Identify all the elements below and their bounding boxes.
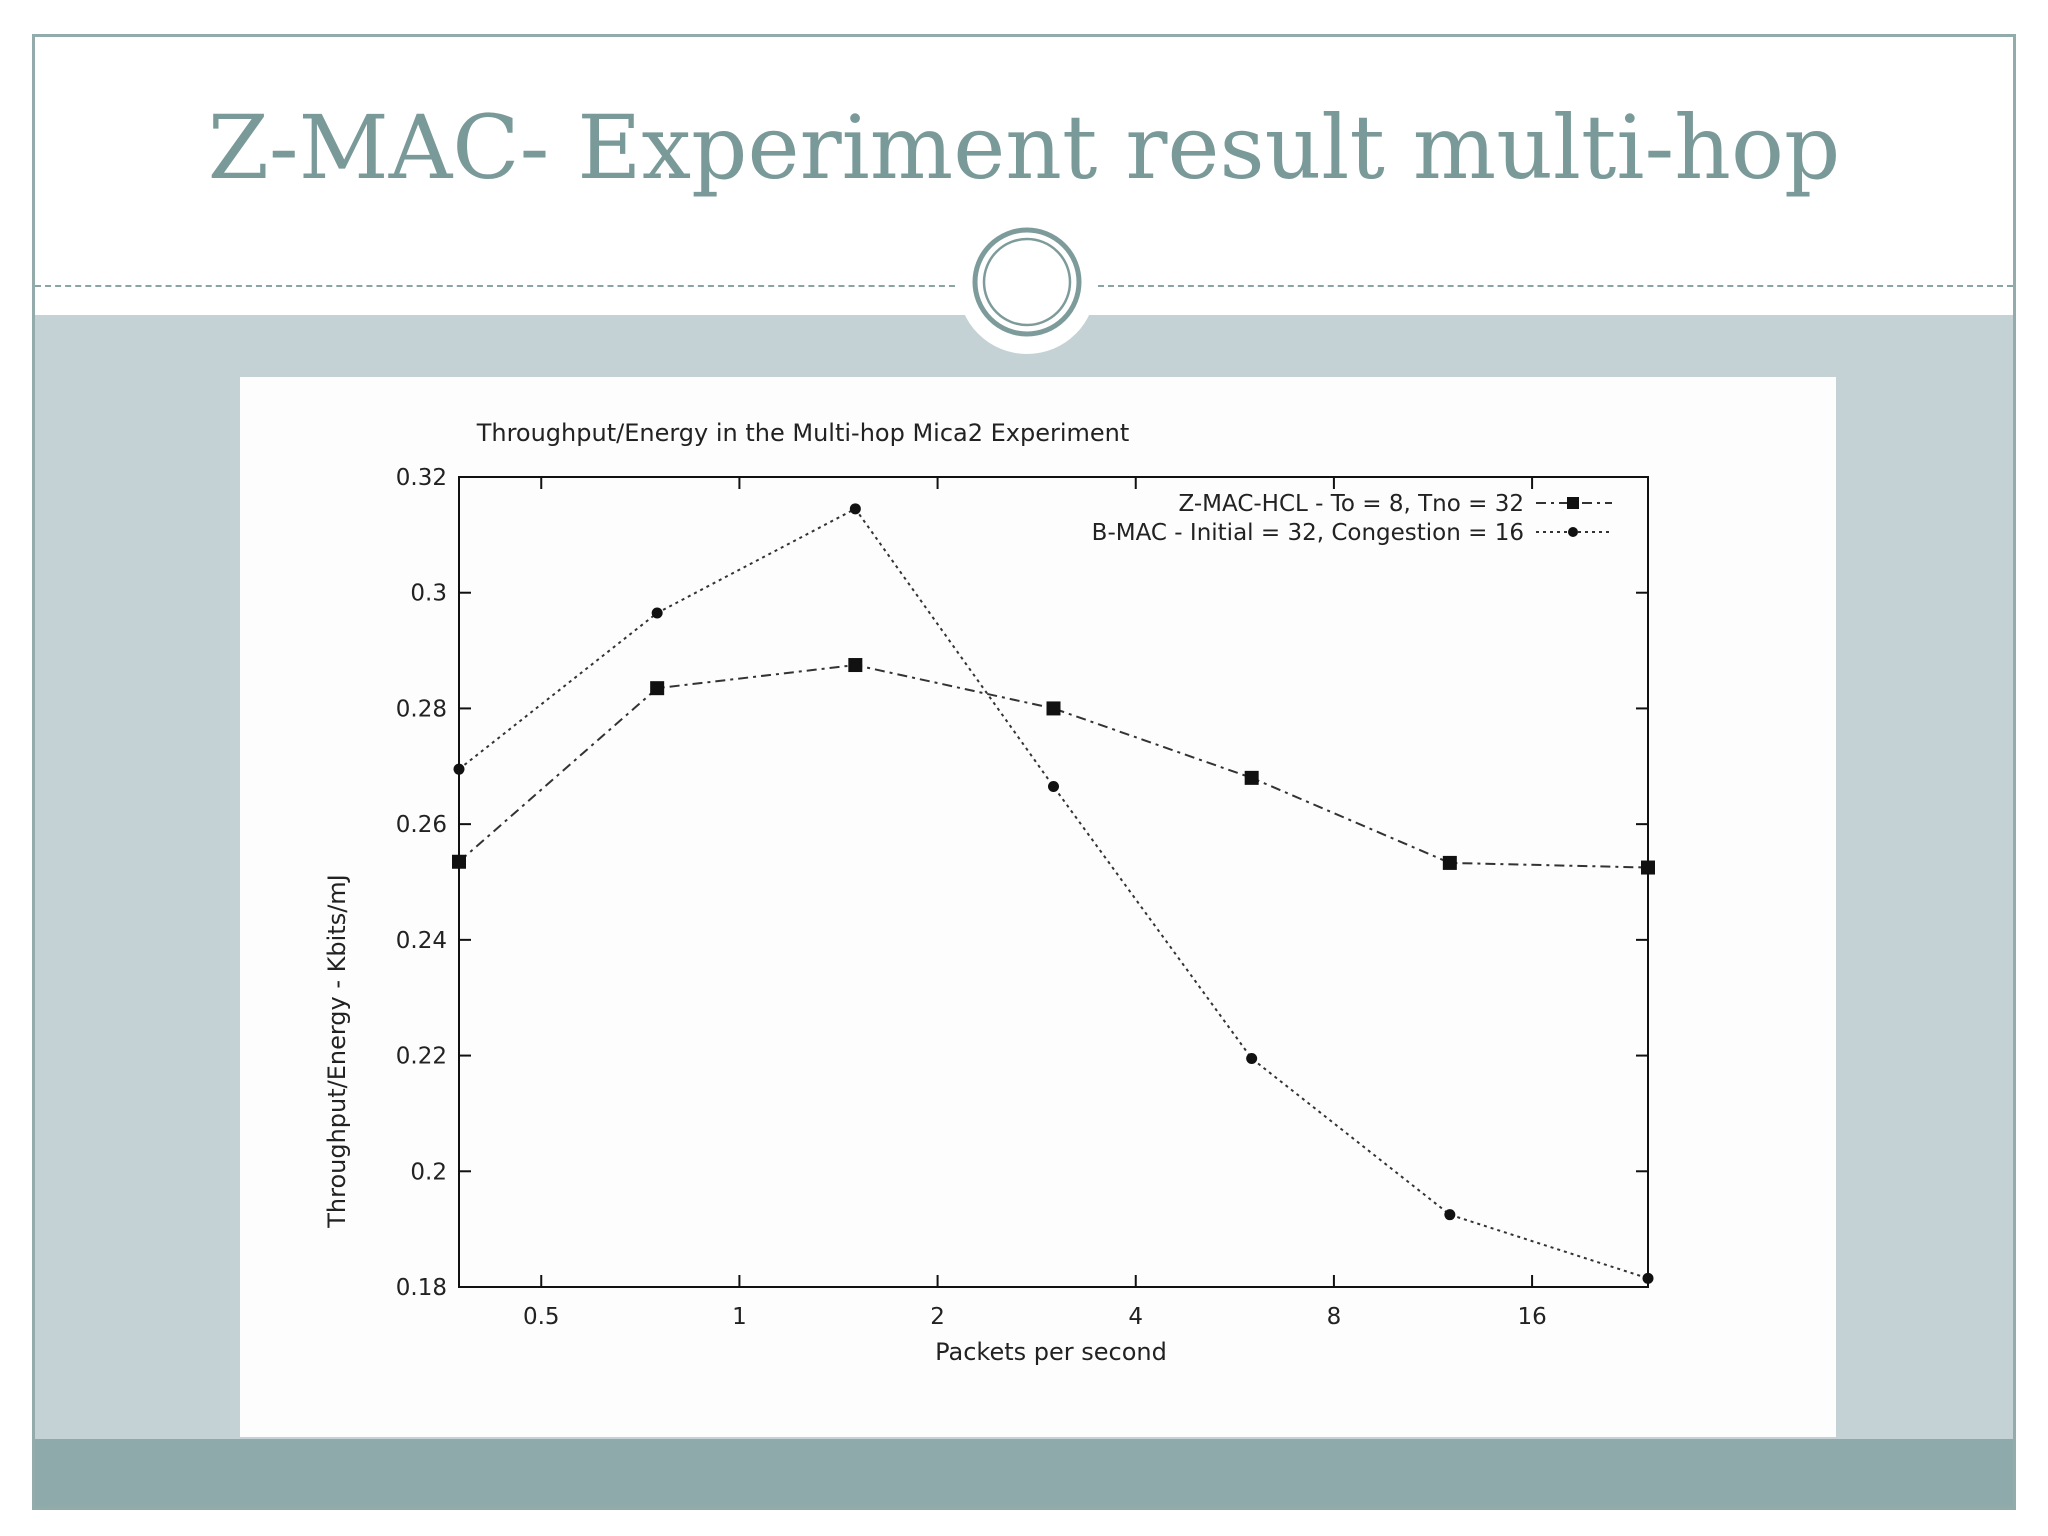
y-tick-label: 0.22 <box>396 1044 447 1070</box>
series-2-point <box>1444 1209 1456 1221</box>
series-1-point <box>1244 770 1259 785</box>
chart-series <box>452 503 1655 1284</box>
legend-label-1: Z-MAC-HCL - To = 8, Tno = 32 <box>1179 491 1525 517</box>
x-tick-label: 8 <box>1327 1304 1342 1330</box>
series-2-point <box>651 607 663 619</box>
x-tick-label: 2 <box>930 1304 945 1330</box>
legend-label-2: B-MAC - Initial = 32, Congestion = 16 <box>1092 520 1524 546</box>
series-1-point <box>650 681 665 696</box>
series-1-point <box>452 854 466 869</box>
y-axis-label: Throughput/Energy - Kbits/mJ <box>323 874 351 1229</box>
line-chart: 0.180.20.220.240.260.280.30.320.5 1 2 4 8 16 … <box>323 419 1655 1366</box>
y-tick-label: 0.26 <box>396 812 447 838</box>
series-1-point <box>848 658 863 673</box>
title-divider-right <box>1098 285 2013 287</box>
chart-legend: Z-MAC-HCL - To = 8, Tno = 32 B-MAC - Init… <box>1092 491 1612 546</box>
x-axis-label: Packets per second <box>935 1338 1167 1366</box>
chart-panel: 0.18 0.2 0.22 0.24 0.26 0.28 0.3 0.32 0.5 1 2 4 8 16 … <box>240 377 1836 1437</box>
x-tick-label: 0.5 <box>523 1304 560 1330</box>
series-2-point <box>1642 1272 1654 1284</box>
series-1-point <box>1442 855 1457 870</box>
ring-icon <box>972 227 1082 337</box>
y-tick-label: 0.32 <box>396 465 447 491</box>
chart-title: Throughput/Energy in the Multi-hop Mica2… <box>476 419 1130 447</box>
series-line-2 <box>458 507 1649 1280</box>
slide-footer-band <box>35 1439 2013 1507</box>
divider-circle-ornament <box>958 216 1096 354</box>
y-tick-label: 0.18 <box>396 1275 447 1301</box>
series-2-point <box>1048 781 1059 793</box>
x-tick-label: 4 <box>1128 1304 1143 1330</box>
series-line-1 <box>458 664 1649 869</box>
legend-marker-2 <box>1568 527 1578 537</box>
y-tick-label: 0.2 <box>410 1159 447 1185</box>
series-2-point <box>453 763 465 775</box>
slide-frame <box>32 34 2016 1510</box>
x-tick-label: 16 <box>1517 1304 1546 1330</box>
chart-axes <box>458 476 1649 1288</box>
legend-marker-1 <box>1567 497 1579 509</box>
chart-ticks: 0.18 0.2 0.22 0.24 0.26 0.28 0.3 0.32 0.5 1 2 4 8 16 <box>396 465 1648 1330</box>
series-1-point <box>1641 860 1655 875</box>
y-tick-label: 0.24 <box>396 928 447 954</box>
series-2-point <box>849 503 861 515</box>
x-tick-label: 1 <box>732 1304 747 1330</box>
title-divider-left <box>35 285 965 287</box>
y-tick-label: 0.28 <box>396 696 447 722</box>
plot-frame <box>458 476 1649 1288</box>
y-tick-label: 0.3 <box>410 581 447 607</box>
series-2-point <box>1246 1052 1258 1064</box>
series-1-point <box>1046 701 1061 716</box>
slide-title: Z-MAC- Experiment result multi-hop <box>207 96 1841 199</box>
